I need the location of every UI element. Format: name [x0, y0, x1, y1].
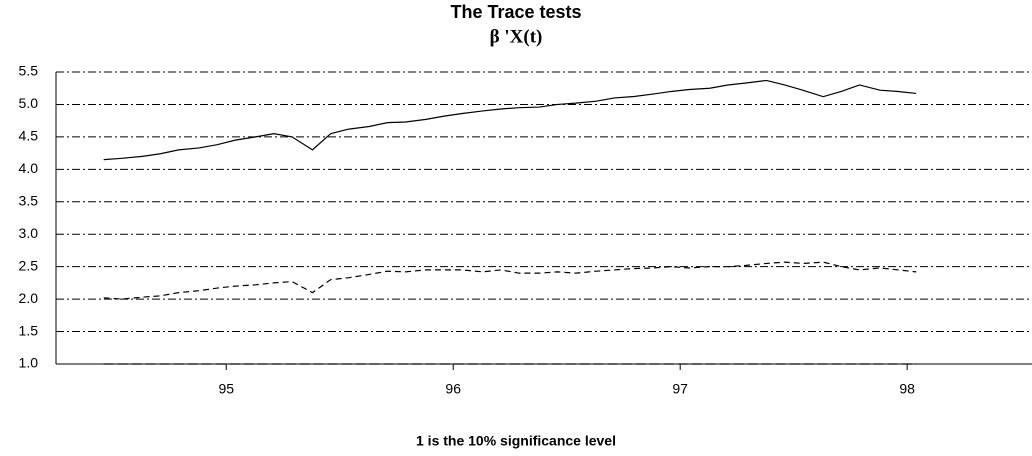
- x-tick-label: 96: [445, 381, 461, 397]
- y-tick-label: 1.5: [19, 322, 39, 338]
- y-tick-label: 4.0: [19, 160, 39, 176]
- y-tick-label: 2.0: [19, 290, 39, 306]
- chart-subtitle: β 'X(t): [490, 26, 543, 47]
- chart-title: The Trace tests: [450, 2, 581, 22]
- series-line: [103, 79, 917, 161]
- x-tick-label: 98: [899, 381, 915, 397]
- y-tick-label: 5.5: [19, 63, 39, 79]
- y-tick-label: 1.0: [19, 355, 39, 371]
- y-tick-label: 2.5: [19, 257, 39, 273]
- y-tick-label: 3.0: [19, 225, 39, 241]
- y-tick-label: 4.5: [19, 128, 39, 144]
- x-tick-label: 97: [672, 381, 688, 397]
- annotation: 1 is the 10% significance level: [416, 433, 616, 449]
- y-tick-label: 3.5: [19, 192, 39, 208]
- series-line: [103, 261, 917, 300]
- x-tick-label: 95: [218, 381, 234, 397]
- y-tick-label: 5.0: [19, 95, 39, 111]
